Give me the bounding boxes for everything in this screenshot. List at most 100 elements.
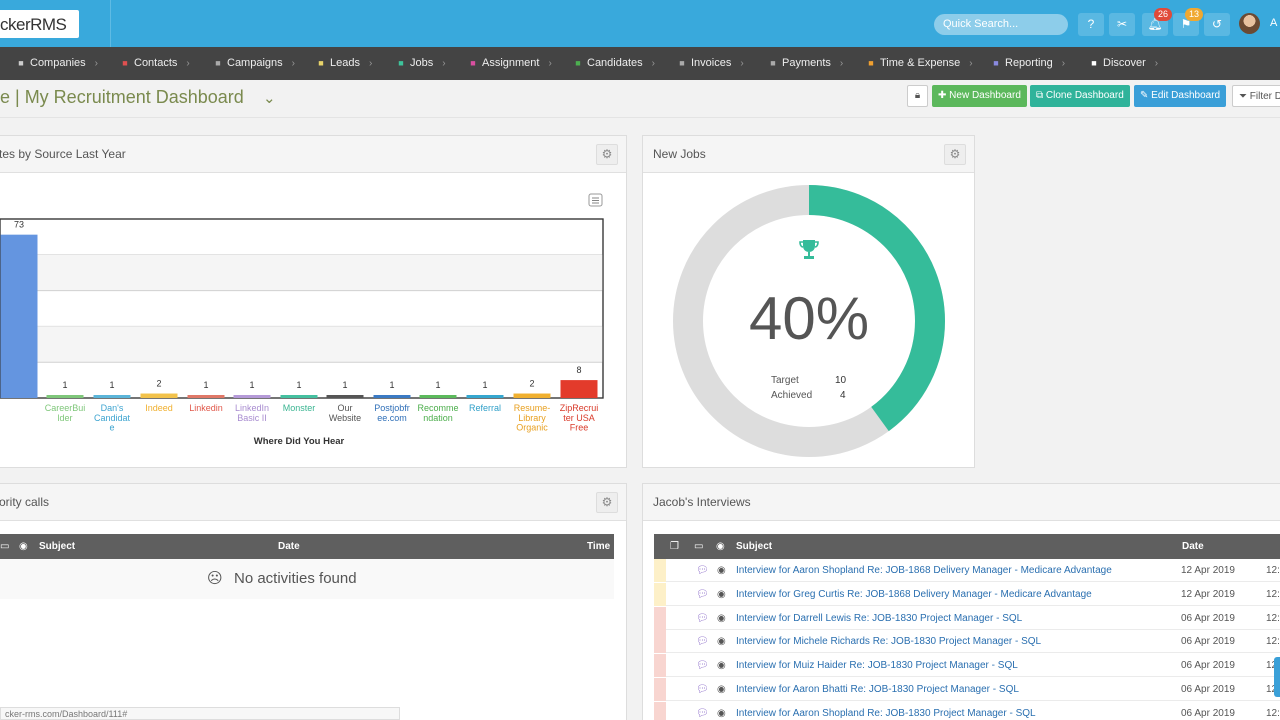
avatar[interactable] (1239, 13, 1260, 34)
tick-label: ZipRecrui (560, 403, 599, 413)
gear-icon[interactable]: ⚙ (596, 144, 618, 165)
help-button[interactable]: ? (1078, 13, 1104, 36)
filter-button[interactable]: ⏷ Filter D (1232, 85, 1280, 107)
flags-button[interactable]: ⚑ 13 (1173, 8, 1203, 36)
edit-dashboard-button[interactable]: ✎ Edit Dashboard (1134, 85, 1227, 107)
interview-subject-link[interactable]: Interview for Darrell Lewis Re: JOB-1830… (736, 612, 1023, 624)
side-scroll-tab[interactable] (1274, 657, 1280, 697)
history-button[interactable]: ↺ (1204, 13, 1230, 36)
bar-recommendation[interactable] (419, 395, 457, 398)
bar-careerbuilder[interactable] (46, 395, 84, 398)
nav-item-campaigns[interactable]: ■ Campaigns › (213, 47, 295, 80)
eye-icon[interactable]: ◉ (717, 684, 726, 695)
eye-icon[interactable]: ◉ (717, 636, 726, 648)
interview-time: 12: (1266, 636, 1280, 648)
nav-item-time-expense[interactable]: ■ Time & Expense › (866, 47, 972, 80)
date-column-header[interactable]: Date (278, 541, 300, 552)
data-label: 8 (576, 365, 581, 375)
megaphone-icon: ■ (215, 58, 221, 68)
tick-label: Library (518, 413, 546, 423)
interviews-table-header: ❐ ▭ ◉ Subject Date (654, 534, 1280, 559)
gear-icon[interactable]: ⚙ (596, 492, 618, 513)
trophy-icon: ■ (398, 58, 404, 68)
interview-subject-link[interactable]: Interview for Aaron Shopland Re: JOB-183… (736, 707, 1036, 719)
table-row[interactable]: 💬︎ ◉ Interview for Aaron Shopland Re: JOB-… (654, 701, 1280, 720)
notifications-button[interactable]: 🔔︎ 26 (1142, 8, 1172, 36)
tick-label: Postjobfr (374, 403, 410, 413)
bar-dan-s-candidate[interactable] (93, 395, 131, 398)
chat-icon: 💬︎ (696, 565, 709, 576)
chevron-down-icon[interactable]: ⌄ (263, 90, 276, 107)
gear-icon[interactable]: ⚙ (944, 144, 966, 165)
bar-postjobfree-com[interactable] (373, 395, 411, 398)
eye-icon[interactable]: ◉ (717, 660, 726, 672)
priority-stripe (654, 701, 666, 720)
list-icon: ■ (470, 58, 476, 68)
bar-unlabeled[interactable] (0, 234, 38, 398)
nav-item-assignment[interactable]: ■ Assignment › (468, 47, 552, 80)
filter-icon: ⏷ (1239, 91, 1250, 102)
date-column-header[interactable]: Date (1182, 541, 1204, 552)
bar-ziprecruiter-usa-free[interactable] (560, 380, 598, 398)
nav-item-jobs[interactable]: ■ Jobs › (396, 47, 445, 80)
table-row[interactable]: 💬︎ ◉ Interview for Greg Curtis Re: JOB-186… (654, 582, 1280, 606)
table-row[interactable]: 💬︎ ◉ Interview for Aaron Shopland Re: JOB-… (654, 559, 1280, 582)
bar-our-website[interactable] (326, 395, 364, 398)
nav-item-discover[interactable]: ■ Discover › (1089, 47, 1158, 80)
tick-label: Recomme (417, 403, 458, 413)
nav-item-invoices[interactable]: ■ Invoices › (677, 47, 743, 80)
interview-subject-link[interactable]: Interview for Greg Curtis Re: JOB-1868 D… (736, 588, 1092, 600)
clone-dashboard-button[interactable]: ⧉ Clone Dashboard (1030, 85, 1130, 107)
new-dashboard-button[interactable]: ✚ New Dashboard (932, 85, 1027, 107)
panel-title: Jacob's Interviews (653, 495, 751, 509)
table-row[interactable]: 💬︎ ◉ Interview for Darrell Lewis Re: JOB-1… (654, 606, 1280, 630)
lock-button[interactable]: 🔒︎ (907, 85, 928, 107)
table-row[interactable]: 💬︎ ◉ Interview for Aaron Bhatti Re: JOB-18… (654, 678, 1280, 701)
tick-label: ndation (423, 413, 453, 423)
nav-item-companies[interactable]: ■ Companies › (16, 47, 98, 80)
chevron-right-icon: › (548, 58, 552, 69)
tick-label: ee.com (377, 413, 407, 423)
table-row[interactable]: 💬︎ ◉ Interview for Muiz Haider Re: JOB-183… (654, 654, 1280, 678)
subject-column-header[interactable]: Subject (736, 541, 773, 552)
interview-subject-link[interactable]: Interview for Muiz Haider Re: JOB-1830 P… (736, 660, 1018, 672)
bar-resume-library-organic[interactable] (513, 393, 551, 398)
contact-card-icon: ■ (122, 58, 128, 68)
bar-indeed[interactable] (140, 393, 178, 398)
eye-icon[interactable]: ◉ (717, 612, 726, 624)
eye-icon[interactable]: ◉ (717, 707, 726, 719)
nav-item-payments[interactable]: ■ Payments › (768, 47, 843, 80)
tools-button[interactable]: ✂ (1109, 13, 1135, 36)
data-label: 1 (296, 380, 301, 390)
bar-linkedin[interactable] (187, 395, 225, 398)
bar-referral[interactable] (466, 395, 504, 398)
chevron-right-icon: › (651, 58, 655, 69)
priority-stripe (654, 654, 666, 678)
bar-linkedin-basic-ii[interactable] (233, 395, 271, 398)
quick-search-input[interactable]: Quick Search... (934, 14, 1068, 35)
time-column-header[interactable]: Time (587, 541, 611, 552)
subject-column-header[interactable]: Subject (39, 541, 76, 552)
bar-chart-icon: ■ (993, 58, 999, 68)
help-icon: ? (1087, 17, 1095, 31)
interview-subject-link[interactable]: Interview for Michele Richards Re: JOB-1… (736, 636, 1042, 648)
eye-icon[interactable]: ◉ (717, 565, 726, 576)
logo[interactable]: ckerRMS (0, 10, 79, 38)
user-name[interactable]: A (1270, 17, 1278, 29)
priority-stripe (654, 559, 666, 582)
chart-menu-icon[interactable] (588, 193, 603, 207)
priority-stripe (654, 678, 666, 701)
nav-item-reporting[interactable]: ■ Reporting › (991, 47, 1065, 80)
nav-item-contacts[interactable]: ■ Contacts › (120, 47, 189, 80)
interview-subject-link[interactable]: Interview for Aaron Bhatti Re: JOB-1830 … (736, 684, 1019, 695)
new-jobs-donut (673, 185, 945, 457)
plot-area (0, 218, 604, 399)
interview-subject-link[interactable]: Interview for Aaron Shopland Re: JOB-186… (736, 565, 1112, 576)
eye-icon[interactable]: ◉ (717, 588, 726, 600)
bar-monster[interactable] (280, 395, 318, 398)
table-row[interactable]: 💬︎ ◉ Interview for Michele Richards Re: JO… (654, 630, 1280, 654)
nav-item-leads[interactable]: ■ Leads › (316, 47, 372, 80)
data-label: 1 (249, 380, 254, 390)
nav-item-candidates[interactable]: ■ Candidates › (573, 47, 655, 80)
chat-icon: 💬︎ (696, 707, 709, 719)
